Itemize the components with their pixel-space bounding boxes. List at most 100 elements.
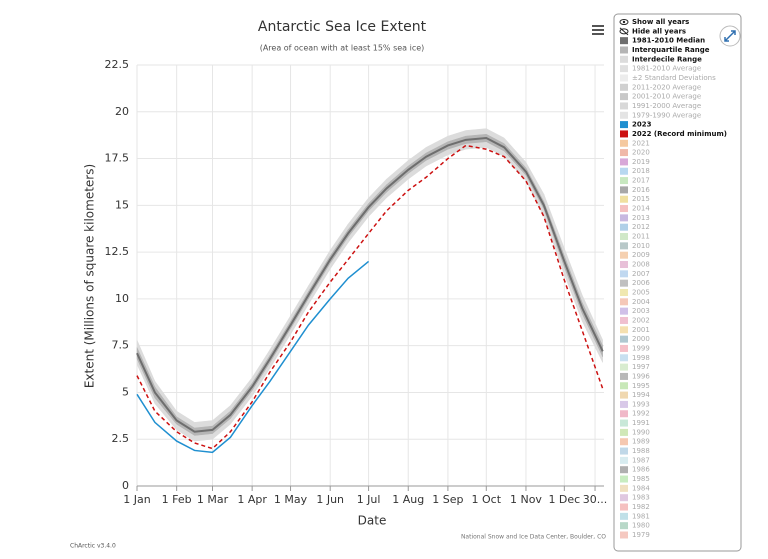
- legend-label[interactable]: 2013: [632, 214, 650, 222]
- legend-label[interactable]: 2003: [632, 307, 650, 315]
- legend-label[interactable]: 2008: [632, 261, 650, 269]
- menu-bar: [592, 25, 604, 27]
- legend-label[interactable]: 1986: [632, 466, 650, 474]
- legend-panel: [613, 13, 742, 552]
- menu-button[interactable]: [592, 25, 604, 35]
- legend-label[interactable]: 2007: [632, 270, 650, 278]
- y-axis-label: Extent (Millions of square kilometers): [83, 164, 97, 388]
- legend-label[interactable]: 1998: [632, 354, 650, 362]
- legend-swatch: [620, 410, 628, 418]
- legend-swatch: [620, 46, 628, 54]
- legend-swatch: [620, 428, 628, 436]
- legend-swatch: [620, 270, 628, 278]
- legend-label[interactable]: 2014: [632, 205, 650, 213]
- legend-label[interactable]: Hide all years: [632, 27, 686, 35]
- legend-label[interactable]: 2005: [632, 288, 650, 296]
- legend-swatch: [620, 242, 628, 250]
- legend-swatch: [620, 307, 628, 315]
- legend-label[interactable]: 2001: [632, 326, 650, 334]
- y-tick-label: 15: [115, 198, 129, 211]
- legend-swatch: [620, 400, 628, 408]
- legend-label[interactable]: 1994: [632, 391, 650, 399]
- legend-label[interactable]: 1988: [632, 447, 650, 455]
- legend-label[interactable]: 2006: [632, 279, 650, 287]
- legend-label[interactable]: 1991: [632, 419, 650, 427]
- y-tick-label: 17.5: [105, 152, 130, 165]
- legend-label[interactable]: 1981: [632, 512, 650, 520]
- legend-label[interactable]: 1991-2000 Average: [632, 102, 701, 110]
- legend-label[interactable]: 2002: [632, 316, 650, 324]
- legend-label[interactable]: 1982: [632, 503, 650, 511]
- legend-label[interactable]: 1987: [632, 456, 650, 464]
- legend-label[interactable]: 1995: [632, 382, 650, 390]
- legend-label[interactable]: 2001-2010 Average: [632, 93, 701, 101]
- legend-label[interactable]: 1989: [632, 438, 650, 446]
- legend-swatch: [620, 261, 628, 269]
- legend-label[interactable]: 1997: [632, 363, 650, 371]
- legend-label[interactable]: Interdecile Range: [632, 55, 702, 63]
- menu-bar: [592, 29, 604, 31]
- legend-label[interactable]: Show all years: [632, 18, 689, 26]
- x-tick-label: 1 Apr: [237, 493, 267, 506]
- legend-label[interactable]: 1993: [632, 400, 650, 408]
- legend-label[interactable]: 2018: [632, 167, 650, 175]
- legend-swatch: [620, 93, 628, 101]
- y-tick-label: 0: [122, 479, 129, 492]
- legend-label[interactable]: 2022 (Record minimum): [632, 130, 727, 138]
- legend-swatch: [620, 102, 628, 110]
- eye-slash: [619, 27, 629, 36]
- legend-swatch: [620, 121, 628, 129]
- legend-label[interactable]: 2010: [632, 242, 650, 250]
- legend-label[interactable]: 2000: [632, 335, 650, 343]
- legend-swatch: [620, 74, 628, 82]
- y-tick-label: 2.5: [112, 432, 130, 445]
- legend-label[interactable]: 1979: [632, 531, 650, 539]
- x-tick-label: 1 Aug: [392, 493, 424, 506]
- legend-label[interactable]: 1996: [632, 372, 650, 380]
- legend-swatch: [620, 391, 628, 399]
- y-tick-label: 20: [115, 105, 129, 118]
- x-tick-label: 1 Jun: [316, 493, 344, 506]
- legend-swatch: [620, 130, 628, 138]
- legend-label[interactable]: 1983: [632, 494, 650, 502]
- legend-swatch: [620, 522, 628, 530]
- legend-label[interactable]: 1985: [632, 475, 650, 483]
- legend-label[interactable]: 1984: [632, 484, 650, 492]
- x-tick-label: 1 Oct: [472, 493, 502, 506]
- legend-label[interactable]: 2019: [632, 158, 650, 166]
- legend-label[interactable]: 2020: [632, 149, 650, 157]
- legend-label[interactable]: 1992: [632, 410, 650, 418]
- legend-label[interactable]: 2021: [632, 139, 650, 147]
- x-tick-label: 30...: [583, 493, 608, 506]
- legend-swatch: [620, 419, 628, 427]
- legend-swatch: [620, 167, 628, 175]
- legend-label[interactable]: 1980: [632, 522, 650, 530]
- legend-swatch: [620, 335, 628, 343]
- legend-swatch: [620, 149, 628, 157]
- legend-swatch: [620, 466, 628, 474]
- legend-label[interactable]: 2016: [632, 186, 650, 194]
- legend-label[interactable]: 1981-2010 Average: [632, 65, 701, 73]
- legend-label[interactable]: 2004: [632, 298, 650, 306]
- legend-label[interactable]: 2023: [632, 121, 652, 129]
- legend-label[interactable]: 1981-2010 Median: [632, 37, 705, 45]
- legend-swatch: [620, 139, 628, 147]
- expand-button[interactable]: [719, 25, 741, 47]
- legend-label[interactable]: 1999: [632, 344, 650, 352]
- legend-swatch: [620, 512, 628, 520]
- legend-label[interactable]: ±2 Standard Deviations: [632, 74, 716, 82]
- legend-label[interactable]: 2012: [632, 223, 650, 231]
- x-axis-label: Date: [358, 514, 387, 528]
- legend-label[interactable]: 1990: [632, 428, 650, 436]
- legend-label[interactable]: Interquartile Range: [632, 46, 710, 54]
- eye-icon: [619, 19, 629, 25]
- legend-label[interactable]: 2009: [632, 251, 650, 259]
- chart-title: Antarctic Sea Ice Extent: [258, 19, 427, 35]
- legend-label[interactable]: 1979-1990 Average: [632, 111, 701, 119]
- legend-label[interactable]: 2015: [632, 195, 650, 203]
- legend-label[interactable]: 2011-2020 Average: [632, 83, 701, 91]
- legend-label[interactable]: 2017: [632, 177, 650, 185]
- legend-swatch: [620, 298, 628, 306]
- legend-label[interactable]: 2011: [632, 233, 650, 241]
